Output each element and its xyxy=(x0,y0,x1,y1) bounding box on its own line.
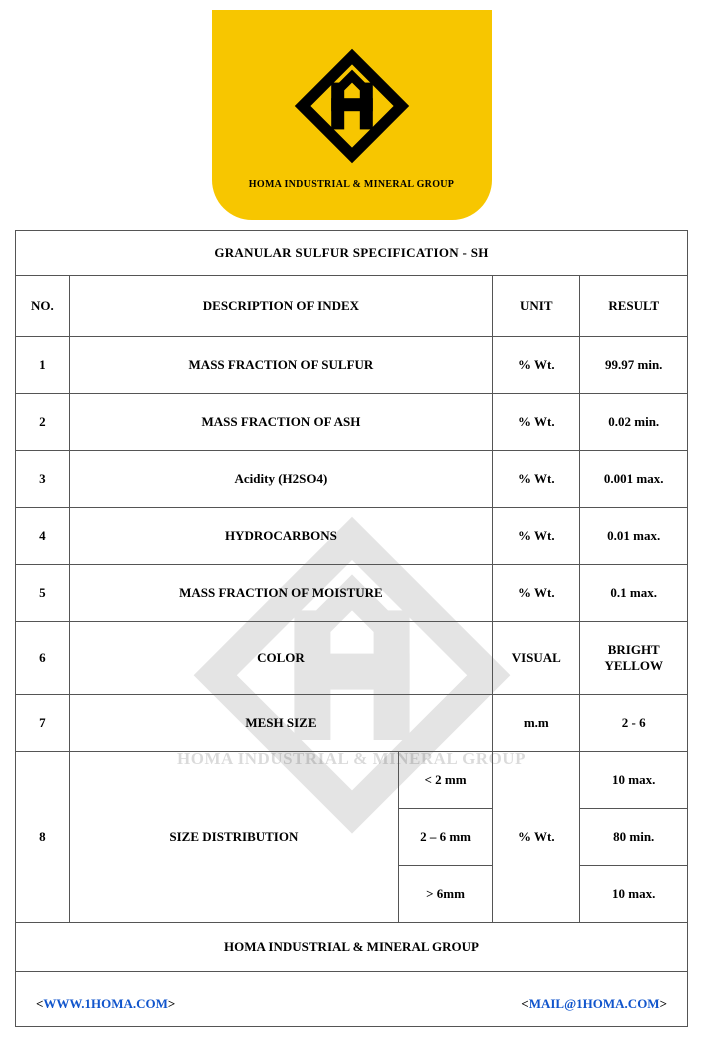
cell-size-range: 2 – 6 mm xyxy=(399,809,493,866)
cell-result: 0.1 max. xyxy=(580,565,688,622)
table-row: 6 COLOR VISUAL BRIGHT YELLOW xyxy=(16,622,688,695)
cell-size-range: > 6mm xyxy=(399,866,493,923)
cell-unit: % Wt. xyxy=(493,565,580,622)
brand-logo-block: HOMA INDUSTRIAL & MINERAL GROUP xyxy=(212,10,492,220)
brand-logo-icon xyxy=(287,41,417,171)
col-header-desc: DESCRIPTION OF INDEX xyxy=(69,276,492,337)
footer-links: <WWW.1HOMA.COM> <MAIL@1HOMA.COM> xyxy=(16,972,688,1027)
cell-result: 2 - 6 xyxy=(580,695,688,752)
table-title: GRANULAR SULFUR SPECIFICATION - SH xyxy=(16,231,688,276)
cell-result: 10 max. xyxy=(580,752,688,809)
cell-unit: VISUAL xyxy=(493,622,580,695)
table-row: 4 HYDROCARBONS % Wt. 0.01 max. xyxy=(16,508,688,565)
cell-no: 8 xyxy=(16,752,70,923)
cell-no: 7 xyxy=(16,695,70,752)
table-footer-text: HOMA INDUSTRIAL & MINERAL GROUP xyxy=(16,923,688,972)
cell-no: 4 xyxy=(16,508,70,565)
cell-desc: Acidity (H2SO4) xyxy=(69,451,492,508)
cell-unit: m.m xyxy=(493,695,580,752)
cell-result: BRIGHT YELLOW xyxy=(580,622,688,695)
cell-result: 80 min. xyxy=(580,809,688,866)
cell-unit: % Wt. xyxy=(493,394,580,451)
table-row: 1 MASS FRACTION OF SULFUR % Wt. 99.97 mi… xyxy=(16,337,688,394)
table-row: 3 Acidity (H2SO4) % Wt. 0.001 max. xyxy=(16,451,688,508)
cell-no: 2 xyxy=(16,394,70,451)
cell-result: 0.02 min. xyxy=(580,394,688,451)
brand-name: HOMA INDUSTRIAL & MINERAL GROUP xyxy=(249,179,454,190)
cell-result: 10 max. xyxy=(580,866,688,923)
website-link[interactable]: <WWW.1HOMA.COM> xyxy=(36,996,175,1012)
col-header-result: RESULT xyxy=(580,276,688,337)
table-row: 8 SIZE DISTRIBUTION < 2 mm % Wt. 10 max. xyxy=(16,752,688,809)
cell-no: 1 xyxy=(16,337,70,394)
cell-unit: % Wt. xyxy=(493,752,580,923)
cell-result: 99.97 min. xyxy=(580,337,688,394)
cell-desc: COLOR xyxy=(69,622,492,695)
col-header-unit: UNIT xyxy=(493,276,580,337)
cell-desc: MASS FRACTION OF ASH xyxy=(69,394,492,451)
cell-desc: MESH SIZE xyxy=(69,695,492,752)
cell-unit: % Wt. xyxy=(493,337,580,394)
cell-unit: % Wt. xyxy=(493,508,580,565)
cell-size-range: < 2 mm xyxy=(399,752,493,809)
cell-desc: HYDROCARBONS xyxy=(69,508,492,565)
cell-no: 3 xyxy=(16,451,70,508)
cell-no: 6 xyxy=(16,622,70,695)
cell-result: 0.01 max. xyxy=(580,508,688,565)
cell-desc: MASS FRACTION OF SULFUR xyxy=(69,337,492,394)
table-row: 2 MASS FRACTION OF ASH % Wt. 0.02 min. xyxy=(16,394,688,451)
cell-desc: MASS FRACTION OF MOISTURE xyxy=(69,565,492,622)
table-row: 7 MESH SIZE m.m 2 - 6 xyxy=(16,695,688,752)
cell-desc: SIZE DISTRIBUTION xyxy=(69,752,398,923)
email-link[interactable]: <MAIL@1HOMA.COM> xyxy=(521,996,667,1012)
col-header-no: NO. xyxy=(16,276,70,337)
table-row: 5 MASS FRACTION OF MOISTURE % Wt. 0.1 ma… xyxy=(16,565,688,622)
cell-unit: % Wt. xyxy=(493,451,580,508)
cell-result: 0.001 max. xyxy=(580,451,688,508)
spec-table: GRANULAR SULFUR SPECIFICATION - SH NO. D… xyxy=(15,230,688,1027)
cell-no: 5 xyxy=(16,565,70,622)
